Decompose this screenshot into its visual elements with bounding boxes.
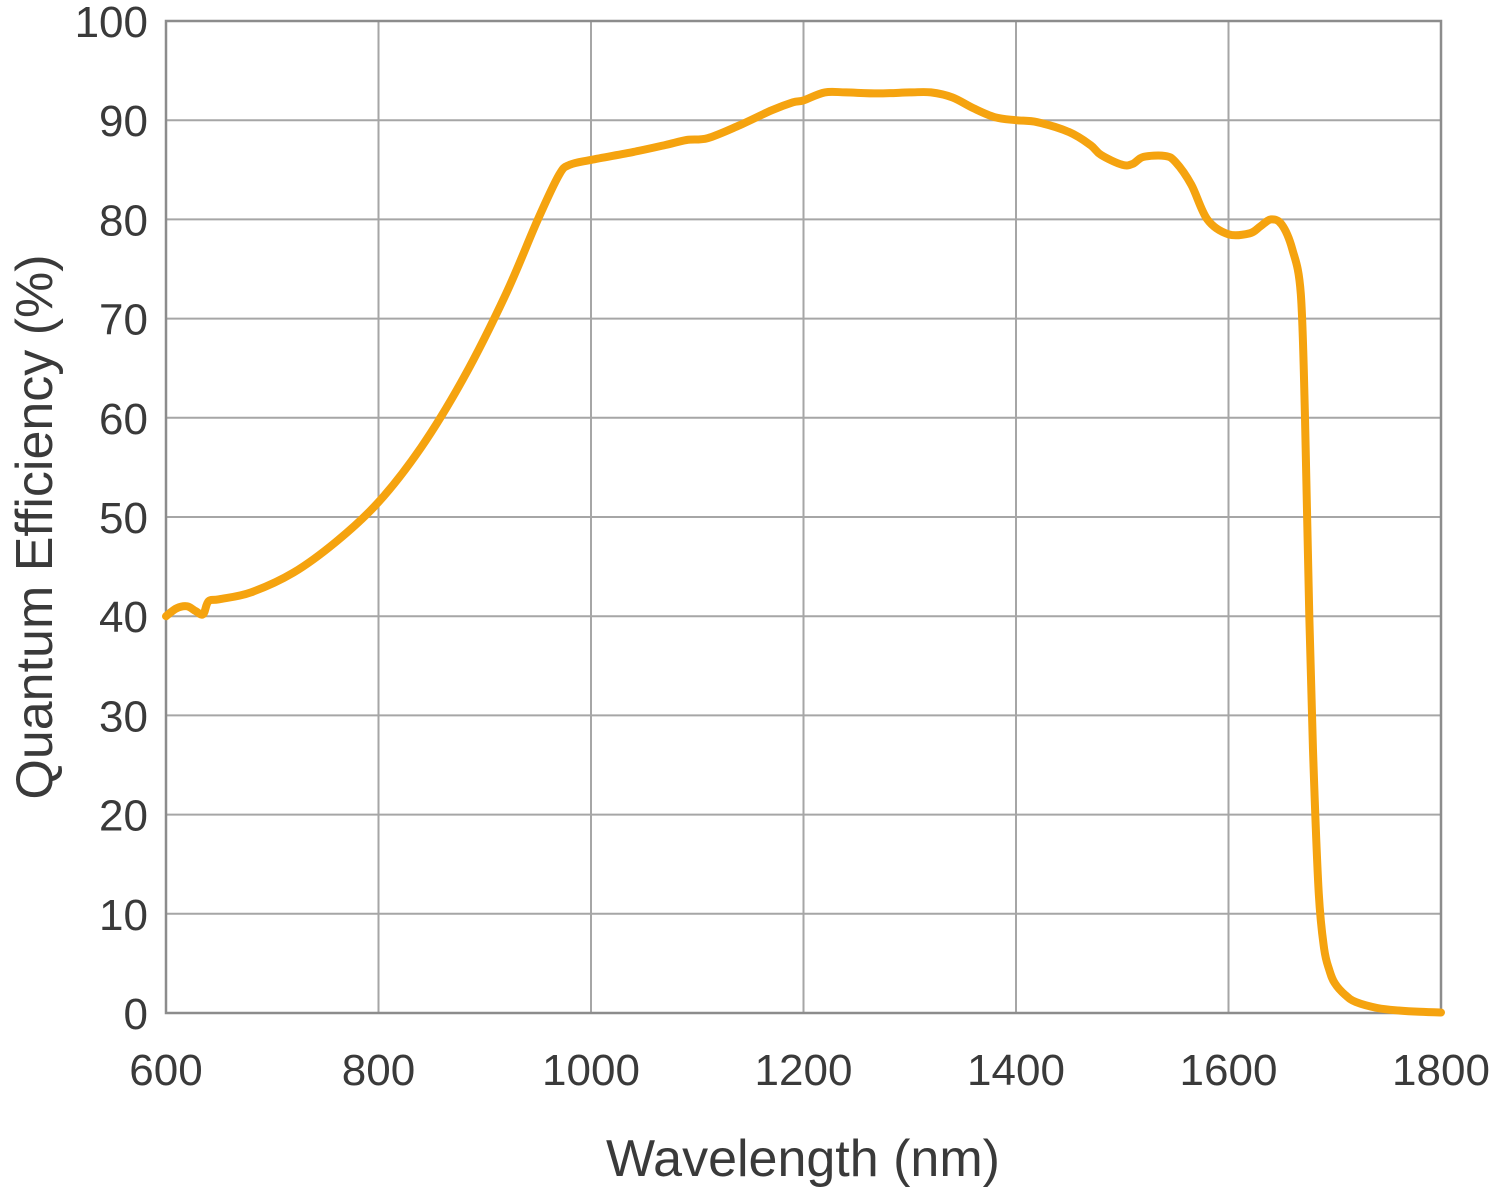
y-tick-label: 90 xyxy=(99,97,148,146)
x-axis-label: Wavelength (nm) xyxy=(606,1130,1000,1188)
x-tick-label: 800 xyxy=(342,1046,415,1095)
x-tick-labels: 600 800 1000 1200 1400 1600 1800 xyxy=(129,1046,1490,1095)
series-layer xyxy=(162,87,1445,1017)
x-tick-label: 1800 xyxy=(1392,1046,1490,1095)
y-tick-label: 100 xyxy=(75,0,148,47)
y-tick-labels: 0 10 20 30 40 50 60 70 80 90 100 xyxy=(75,0,148,1039)
grid xyxy=(165,20,1442,1014)
y-tick-label: 50 xyxy=(99,494,148,543)
y-tick-label: 80 xyxy=(99,196,148,245)
plot-border xyxy=(164,19,1443,1015)
qe-series-line xyxy=(162,87,1445,1017)
y-tick-label: 40 xyxy=(99,593,148,642)
y-axis-label: Quantum Efficiency (%) xyxy=(6,254,64,799)
x-tick-label: 1200 xyxy=(755,1046,853,1095)
x-tick-label: 1000 xyxy=(542,1046,640,1095)
x-tick-label: 1400 xyxy=(967,1046,1065,1095)
y-tick-label: 10 xyxy=(99,891,148,940)
x-tick-label: 600 xyxy=(129,1046,202,1095)
x-tick-label: 1600 xyxy=(1180,1046,1278,1095)
plot-frame xyxy=(164,19,1443,1015)
y-tick-label: 70 xyxy=(99,296,148,345)
y-tick-label: 20 xyxy=(99,792,148,841)
y-tick-label: 30 xyxy=(99,692,148,741)
y-tick-label: 0 xyxy=(124,990,148,1039)
y-tick-label: 60 xyxy=(99,395,148,444)
